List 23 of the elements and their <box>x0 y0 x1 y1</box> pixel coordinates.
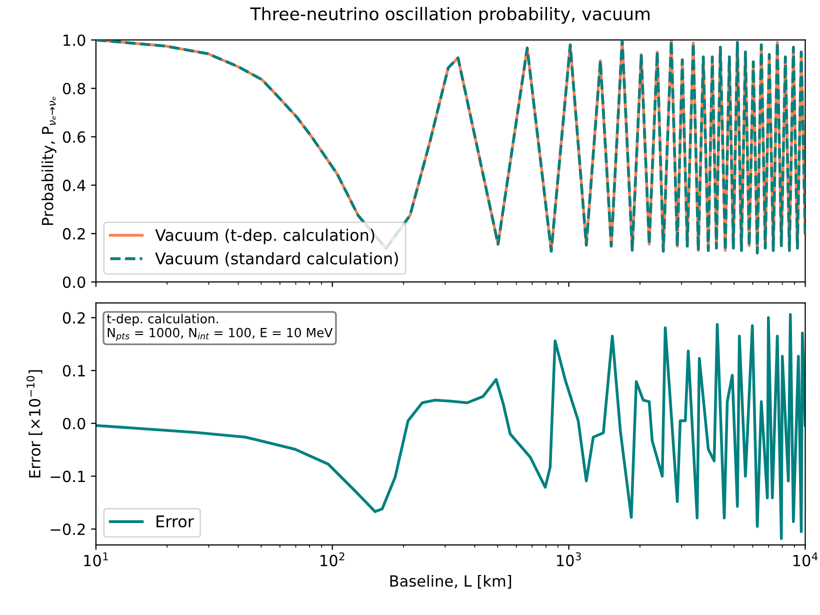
x-tick-label: 10$^{4}$ <box>793 552 818 566</box>
y-tick-label: 0.4 <box>62 180 86 192</box>
x-axis-title: Baseline, L [km] <box>390 574 512 589</box>
y-tick-label: 0.6 <box>62 131 86 143</box>
chart-title: Three-neutrino oscillation probability, vacuum <box>250 6 650 24</box>
x-tick-label: 10$^{3}$ <box>557 552 581 566</box>
y-tick-label: −0.2 <box>50 524 85 536</box>
y-tick-label: −0.1 <box>50 470 85 482</box>
y-tick-label: 0.8 <box>62 82 86 94</box>
legend-label: Vacuum (t-dep. calculation) <box>155 228 374 244</box>
x-tick-label: 10$^{2}$ <box>320 552 344 566</box>
legend-label: Vacuum (standard calculation) <box>155 252 398 266</box>
legend-label: Error <box>156 516 194 528</box>
y-tick-label: 0.0 <box>62 418 86 430</box>
x-tick-label: 10$^{1}$ <box>84 552 108 566</box>
y-tick-label: 0.0 <box>62 276 86 288</box>
y-tick-label: 0.2 <box>62 228 85 240</box>
y-tick-label: 0.1 <box>62 364 85 377</box>
y-tick-label: 0.2 <box>62 312 85 324</box>
y-tick-label: 1.0 <box>64 34 86 46</box>
y-axis-title: Error [×10$^{−10}$] <box>26 370 42 478</box>
annotation: t-dep. calculation. N$_{pts}$ = 1000, N$_{int}$ = 100, E = 10 MeV <box>106 314 333 342</box>
y-axis-title: Probability, P$_{νₑ→νₑ}$ <box>42 96 56 225</box>
